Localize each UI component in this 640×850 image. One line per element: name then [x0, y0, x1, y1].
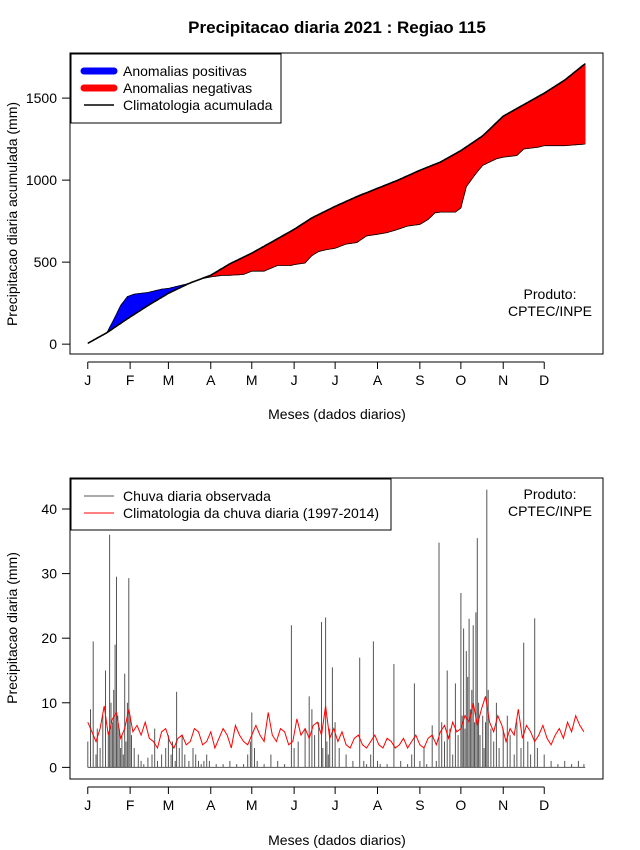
- y-tick-label: 1500: [26, 90, 57, 106]
- daily-climatology-line: [87, 696, 585, 750]
- negative-anomaly-segment: [583, 63, 586, 145]
- observed-cumulative-line: [87, 143, 586, 344]
- x-tick-label: A: [206, 372, 216, 388]
- y-tick-label: 20: [41, 630, 57, 646]
- y-tick-label: 10: [41, 695, 57, 711]
- plot-frame: [69, 52, 604, 355]
- y-tick-label: 0: [49, 336, 57, 352]
- x-tick-label: A: [373, 372, 383, 388]
- legend-label-climatology: Climatologia da chuva diaria (1997-2014): [123, 505, 379, 521]
- y-tick-label: 30: [41, 566, 57, 582]
- y-axis-label: Precipitacao diaria acumulada (mm): [4, 102, 20, 326]
- x-tick-label: M: [163, 797, 175, 813]
- y-tick-label: 1000: [26, 172, 57, 188]
- legend-label-negative: Anomalias negativas: [123, 80, 252, 96]
- x-tick-label: J: [84, 372, 91, 388]
- y-tick-label: 40: [41, 501, 57, 517]
- x-tick-label: J: [332, 372, 339, 388]
- y-tick-label: 0: [49, 759, 57, 775]
- legend-label-climatology: Climatologia acumulada: [123, 97, 273, 113]
- y-tick-label: 500: [34, 254, 58, 270]
- x-tick-label: F: [126, 797, 135, 813]
- x-tick-label: A: [373, 797, 383, 813]
- x-tick-label: S: [415, 797, 424, 813]
- product-label: Produto:: [524, 486, 577, 502]
- product-label: Produto:: [524, 286, 577, 302]
- figure-title: Precipitacao diaria 2021 : Regiao 115: [188, 18, 486, 37]
- legend-label-positive: Anomalias positivas: [123, 63, 247, 79]
- x-tick-label: M: [246, 797, 258, 813]
- product-source: CPTEC/INPE: [508, 303, 592, 319]
- legend-box: [70, 478, 392, 531]
- x-tick-label: O: [455, 797, 466, 813]
- legend: Anomalias positivas Anomalias negativas …: [70, 53, 282, 124]
- x-tick-label: M: [246, 372, 258, 388]
- cumulative-panel: J F M A M J J A S O N D 0 500 1000 1500 Meses (dados d…: [4, 52, 604, 422]
- x-tick-label: F: [126, 372, 135, 388]
- x-tick-label: J: [84, 797, 91, 813]
- x-axis-label: Meses (dados diarios): [268, 832, 406, 848]
- x-tick-label: J: [291, 797, 298, 813]
- x-tick-label: A: [206, 797, 216, 813]
- x-tick-label: N: [498, 372, 508, 388]
- product-source: CPTEC/INPE: [508, 503, 592, 519]
- observed-bars-layer: [87, 489, 586, 768]
- x-tick-label: O: [455, 372, 466, 388]
- daily-panel: J F M A M J J A S O N D 0 10 20 30 40 Meses (dados diar…: [4, 477, 604, 848]
- x-tick-label: M: [163, 372, 175, 388]
- x-tick-label: S: [415, 372, 424, 388]
- legend-label-observed: Chuva diaria observada: [123, 488, 271, 504]
- x-tick-label: J: [291, 372, 298, 388]
- y-axis: 0 500 1000 1500: [26, 90, 70, 352]
- x-tick-label: J: [332, 797, 339, 813]
- legend: Chuva diaria observada Climatologia da c…: [70, 478, 392, 531]
- climatology-cumulative-line: [87, 63, 586, 345]
- y-axis-label: Precipitacao diaria (mm): [4, 552, 20, 704]
- x-tick-label: N: [498, 797, 508, 813]
- x-axis-label: Meses (dados diarios): [268, 406, 406, 422]
- x-tick-label: D: [539, 797, 549, 813]
- x-tick-label: D: [539, 372, 549, 388]
- y-axis: 0 10 20 30 40: [41, 501, 70, 775]
- plot-frame: [69, 477, 604, 780]
